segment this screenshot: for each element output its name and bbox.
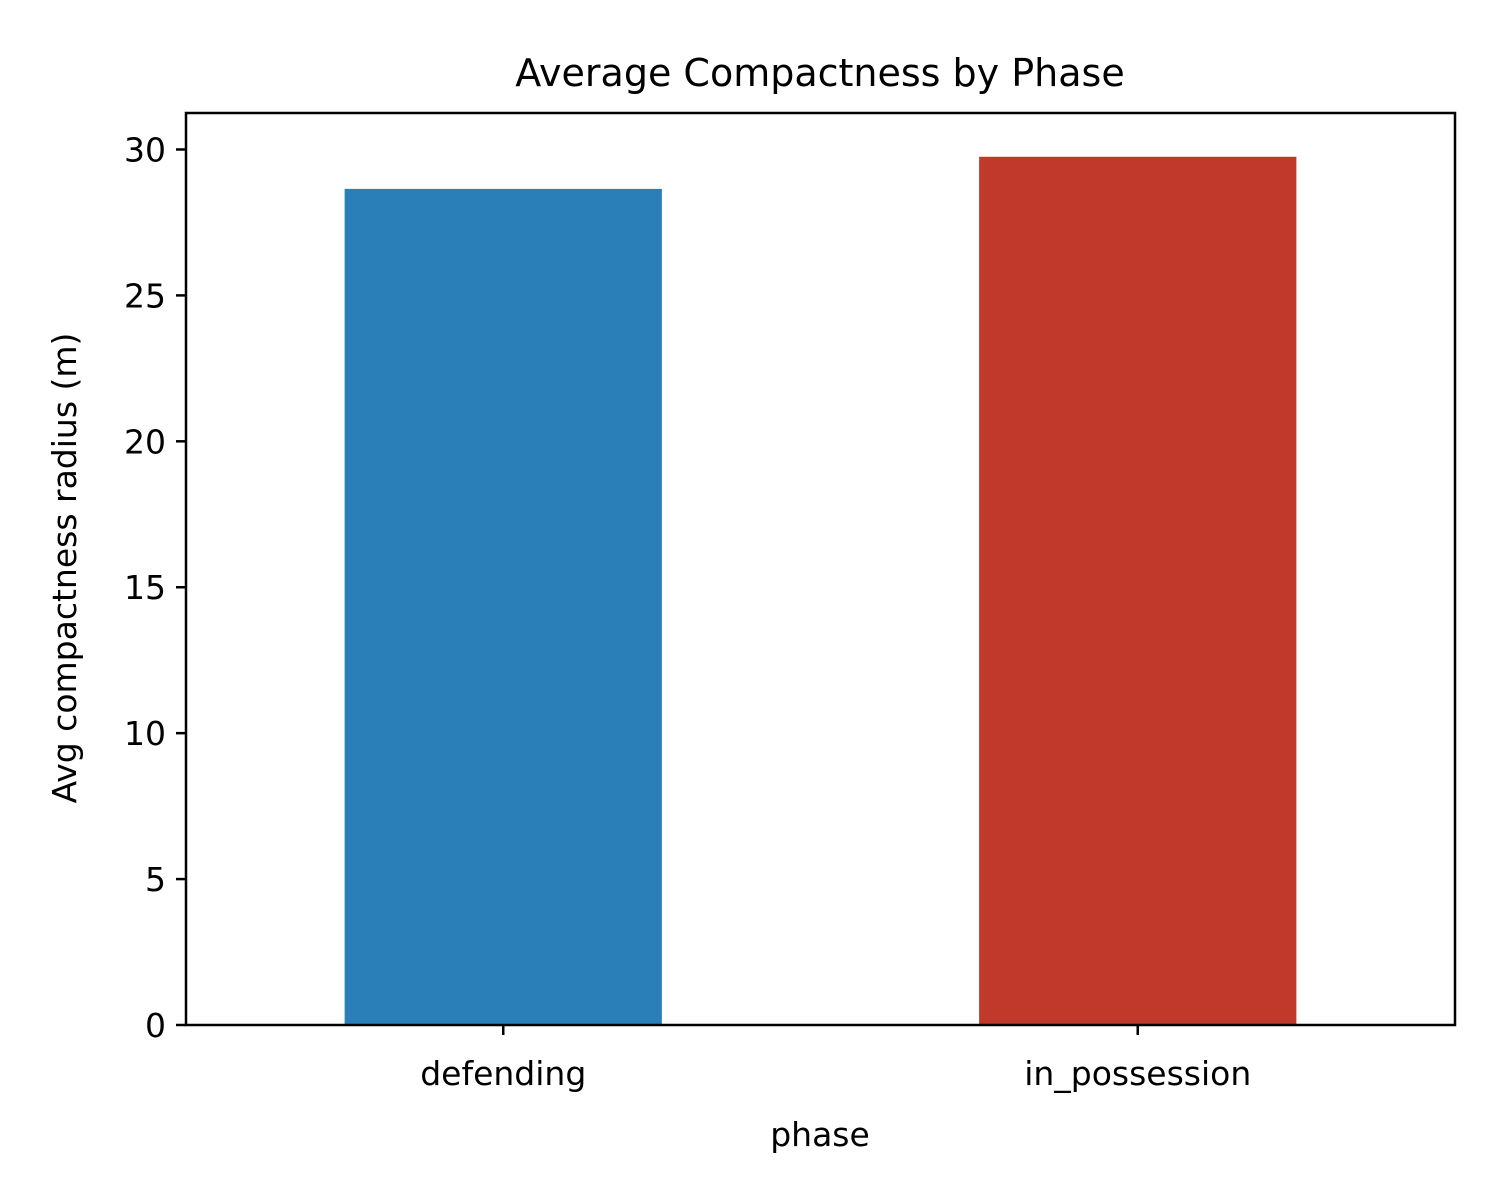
chart-title: Average Compactness by Phase [515,51,1124,95]
bar-in-possession [979,156,1297,1025]
x-axis-label: phase [770,1115,870,1154]
x-axis-ticks: defending in_possession [420,1025,1251,1093]
x-tick-label: in_possession [1024,1054,1251,1093]
y-tick-label: 10 [124,714,166,753]
x-tick-label: defending [420,1054,586,1093]
plot-area [344,156,1297,1025]
bar-defending [344,188,662,1025]
y-tick-label: 30 [124,130,166,169]
y-tick-label: 20 [124,422,166,461]
y-tick-label: 15 [124,568,166,607]
y-tick-label: 25 [124,276,166,315]
plot-frame [184,111,1457,1027]
y-axis-label: Avg compactness radius (m) [45,333,84,804]
y-axis-ticks: 0 5 10 15 20 25 30 [124,130,186,1045]
y-tick-label: 0 [145,1006,166,1045]
y-tick-label: 5 [145,860,166,899]
